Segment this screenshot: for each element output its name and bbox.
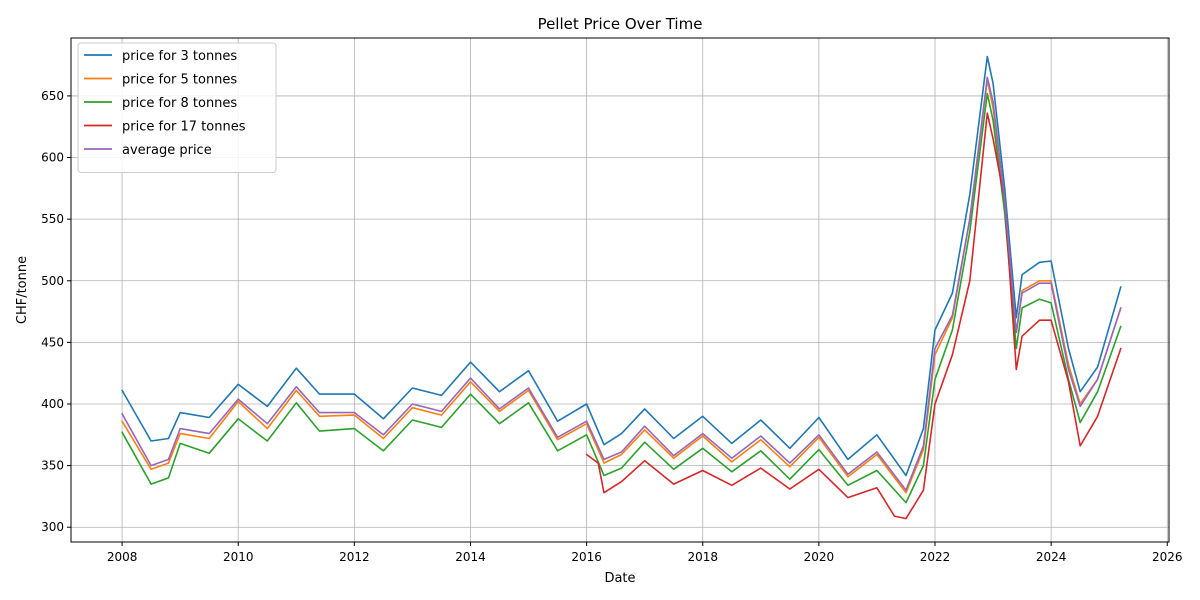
- y-tick-label: 500: [41, 274, 64, 288]
- legend-label: price for 17 tonnes: [122, 120, 246, 135]
- x-tick-label: 2020: [804, 550, 835, 564]
- chart-title: Pellet Price Over Time: [538, 15, 703, 33]
- x-tick-label: 2012: [339, 550, 370, 564]
- x-tick-label: 2026: [1152, 550, 1183, 564]
- legend: price for 3 tonnes price for 5 tonnes pric…: [77, 42, 277, 173]
- y-tick-label: 550: [41, 212, 64, 226]
- axis-ticks: 2008 2010 2012 2014 2016 2018 2020 2022 2024 2026…: [41, 89, 1182, 564]
- y-tick-label: 400: [41, 397, 64, 411]
- y-axis-label: CHF/tonne: [15, 256, 30, 324]
- x-tick-label: 2024: [1036, 550, 1067, 564]
- x-axis-label: Date: [604, 571, 635, 586]
- x-tick-label: 2018: [687, 550, 718, 564]
- legend-label: average price: [122, 143, 212, 158]
- series-line-4: [585, 112, 1122, 520]
- legend-label: price for 8 tonnes: [122, 96, 237, 111]
- plot-frame: [70, 37, 1170, 543]
- series-line-1: [121, 55, 1122, 477]
- legend-box: [77, 42, 277, 173]
- x-tick-label: 2008: [107, 550, 138, 564]
- series-line-5: [121, 76, 1122, 492]
- series-lines: [121, 55, 1122, 520]
- legend-label: price for 5 tonnes: [122, 73, 237, 88]
- y-tick-label: 600: [41, 151, 64, 165]
- legend-label: price for 3 tonnes: [122, 49, 237, 64]
- x-tick-label: 2022: [920, 550, 951, 564]
- y-tick-label: 300: [41, 520, 64, 534]
- x-tick-label: 2016: [571, 550, 602, 564]
- y-tick-label: 450: [41, 335, 64, 349]
- y-tick-label: 350: [41, 459, 64, 473]
- x-tick-label: 2014: [455, 550, 486, 564]
- x-tick-label: 2010: [223, 550, 254, 564]
- y-tick-label: 650: [41, 89, 64, 103]
- grid: [71, 38, 1169, 542]
